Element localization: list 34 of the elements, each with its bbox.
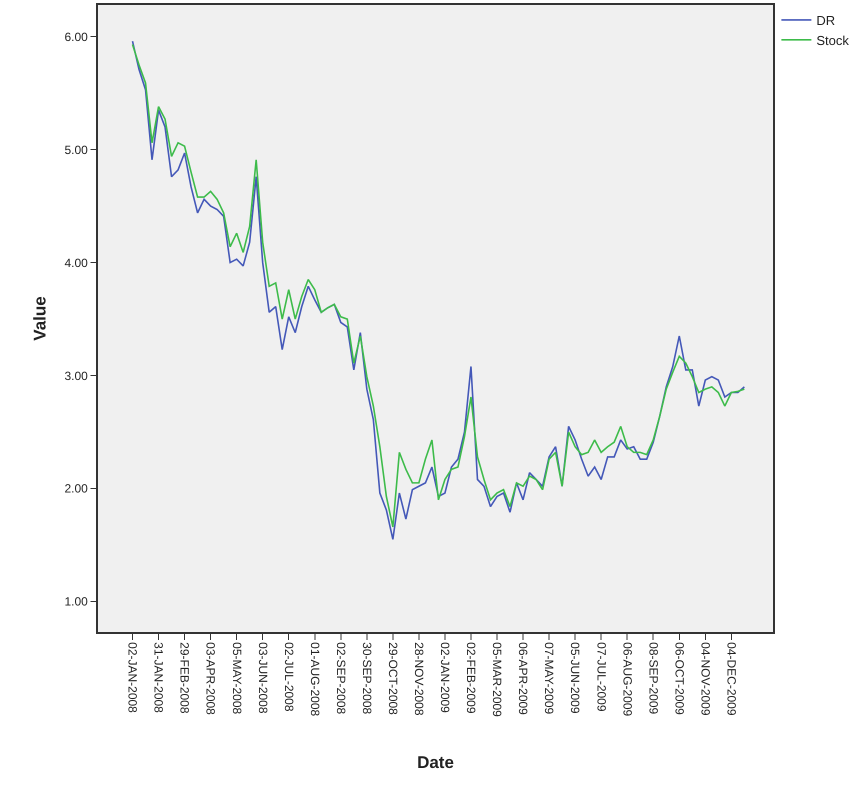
y-tick-label: 5.00 [64, 142, 88, 157]
x-tick-label: 06-APR-2009 [516, 642, 530, 716]
x-tick-label: 28-NOV-2008 [412, 642, 426, 716]
x-axis-title: Date [417, 753, 454, 772]
x-tick-label: 02-SEP-2008 [334, 642, 348, 715]
x-tick-label: 06-OCT-2009 [672, 642, 686, 716]
y-tick-label: 6.00 [64, 30, 88, 44]
x-tick-label: 05-MAY-2008 [230, 642, 244, 715]
x-tick-label: 03-JUN-2008 [256, 642, 270, 714]
x-tick-label: 08-SEP-2009 [646, 642, 660, 715]
x-tick-label: 01-AUG-2008 [308, 642, 322, 717]
x-tick-label: 02-JAN-2008 [126, 642, 140, 714]
y-tick-label: 1.00 [64, 594, 88, 609]
x-tick-label: 06-AUG-2009 [620, 642, 634, 717]
x-tick-label: 02-JAN-2009 [438, 642, 452, 714]
x-tick-label: 05-MAR-2009 [490, 642, 504, 718]
y-tick-label: 4.00 [64, 256, 88, 270]
x-tick-label: 02-FEB-2009 [464, 642, 478, 714]
x-tick-label: 30-SEP-2008 [360, 642, 374, 715]
legend-label: Stock [816, 32, 850, 48]
x-tick-label: 02-JUL-2008 [282, 642, 296, 712]
x-tick-label: 05-JUN-2009 [568, 642, 582, 714]
y-tick-label: 2.00 [64, 482, 88, 496]
y-tick-label: 3.00 [64, 368, 88, 383]
x-tick-label: 04-DEC-2009 [724, 642, 738, 716]
x-tick-label: 07-MAY-2009 [542, 642, 556, 715]
x-tick-label: 29-OCT-2008 [386, 642, 400, 716]
legend-label: DR [816, 13, 836, 28]
x-tick-label: 04-NOV-2009 [698, 642, 712, 716]
x-tick-label: 07-JUL-2009 [594, 642, 608, 712]
x-tick-label: 31-JAN-2008 [152, 642, 166, 714]
x-tick-label: 03-APR-2008 [204, 642, 218, 716]
x-tick-label: 29-FEB-2008 [178, 642, 192, 714]
y-axis-title: Value [30, 296, 50, 341]
